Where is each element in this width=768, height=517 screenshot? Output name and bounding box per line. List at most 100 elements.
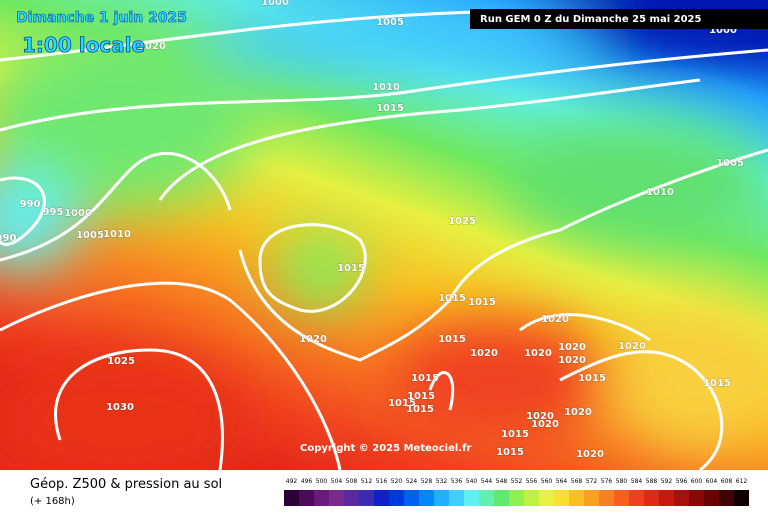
scale-label: 564: [556, 478, 568, 485]
isobar-label: 1015: [501, 429, 529, 440]
isobar-label: 1020: [138, 41, 166, 52]
scale-label: 524: [406, 478, 418, 485]
isobar-label: 1015: [406, 404, 434, 415]
scale-swatch: [314, 490, 329, 506]
isobar-label: 1030: [106, 402, 134, 413]
scale-swatch: [449, 490, 464, 506]
isobar-label: 1015: [411, 373, 439, 384]
scale-label: 580: [616, 478, 628, 485]
isobar-label: 1020: [576, 449, 604, 460]
isobar-label: 990: [20, 199, 41, 210]
scale-swatch: [584, 490, 599, 506]
run-info: Run GEM 0 Z du Dimanche 25 mai 2025: [480, 14, 701, 25]
isobar-label: 1000: [261, 0, 289, 8]
isobar-label: 1025: [448, 216, 476, 227]
isobar-label: 1020: [470, 348, 498, 359]
scale-swatch: [659, 490, 674, 506]
scale-swatch: [299, 490, 314, 506]
isobar-label: 1005: [76, 230, 104, 241]
scale-swatch: [629, 490, 644, 506]
scale-label: 604: [706, 478, 718, 485]
scale-label: 520: [391, 478, 403, 485]
isobar-label: 1010: [103, 229, 131, 240]
isobar-label: 1015: [376, 103, 404, 114]
isobar-label: 1020: [526, 411, 554, 422]
isobar-label: 1015: [407, 391, 435, 402]
scale-label: 596: [676, 478, 688, 485]
isobar-label: 1015: [337, 263, 365, 274]
scale-label: 504: [331, 478, 343, 485]
scale-label: 500: [316, 478, 328, 485]
isobar-label: 1020: [618, 341, 646, 352]
scale-swatch: [509, 490, 524, 506]
isobar-label: 1020: [541, 314, 569, 325]
scale-swatch: [494, 490, 509, 506]
run-banner: [470, 9, 768, 29]
scale-swatch: [719, 490, 734, 506]
isobar-label: 1010: [372, 82, 400, 93]
scale-swatch: [599, 490, 614, 506]
isobar-label: 990: [0, 233, 16, 244]
scale-label: 528: [421, 478, 433, 485]
isobar-label: 1005: [716, 158, 744, 169]
scale-label: 592: [661, 478, 673, 485]
scale-label: 576: [601, 478, 613, 485]
isobar-label: 1015: [496, 447, 524, 458]
scale-swatch: [524, 490, 539, 506]
scale-label: 612: [736, 478, 748, 485]
scale-label: 540: [466, 478, 478, 485]
scale-label: 496: [301, 478, 313, 485]
scale-swatch: [464, 490, 479, 506]
isobar-label: 1020: [564, 407, 592, 418]
isobar-label: 995: [43, 207, 64, 218]
scale-swatch: [554, 490, 569, 506]
scale-label: 600: [691, 478, 703, 485]
scale-label: 588: [646, 478, 658, 485]
legend-title: Géop. Z500 & pression au sol: [30, 477, 222, 492]
isobar-label: 1015: [468, 297, 496, 308]
scale-swatch: [374, 490, 389, 506]
forecast-time: 1:00 locale: [22, 33, 145, 57]
isobar-label: 1020: [531, 419, 559, 430]
scale-label: 556: [526, 478, 538, 485]
scale-swatch: [389, 490, 404, 506]
scale-label: 584: [631, 478, 643, 485]
isobar-label: 1020: [524, 348, 552, 359]
scale-swatch: [404, 490, 419, 506]
scale-label: 572: [586, 478, 598, 485]
legend-lead: (+ 168h): [30, 496, 75, 507]
scale-label: 508: [346, 478, 358, 485]
scale-label: 568: [571, 478, 583, 485]
isobar-label: 1020: [558, 342, 586, 353]
scale-label: 536: [451, 478, 463, 485]
scale-label: 516: [376, 478, 388, 485]
scale-swatch: [359, 490, 374, 506]
isobar-label: 1015: [438, 293, 466, 304]
copyright: Copyright © 2025 Meteociel.fr: [300, 443, 471, 454]
isobar-label: 1015: [578, 373, 606, 384]
scale-label: 552: [511, 478, 523, 485]
isobar-label: 1020: [558, 355, 586, 366]
scale-label: 608: [721, 478, 733, 485]
scale-swatch: [419, 490, 434, 506]
scale-swatch: [479, 490, 494, 506]
scale-swatch: [734, 490, 749, 506]
scale-label: 544: [481, 478, 493, 485]
scale-label: 532: [436, 478, 448, 485]
isobar-label: 1005: [376, 17, 404, 28]
scale-swatch: [674, 490, 689, 506]
scale-label: 560: [541, 478, 553, 485]
isobar-label: 1015: [388, 398, 416, 409]
forecast-date: Dimanche 1 juin 2025: [16, 10, 187, 26]
scale-swatch: [434, 490, 449, 506]
isobar-label: 1020: [299, 334, 327, 345]
scale-swatch: [614, 490, 629, 506]
scale-swatch: [344, 490, 359, 506]
scale-swatch: [644, 490, 659, 506]
scale-swatch: [704, 490, 719, 506]
scale-label: 512: [361, 478, 373, 485]
scale-swatch: [569, 490, 584, 506]
scale-label: 548: [496, 478, 508, 485]
